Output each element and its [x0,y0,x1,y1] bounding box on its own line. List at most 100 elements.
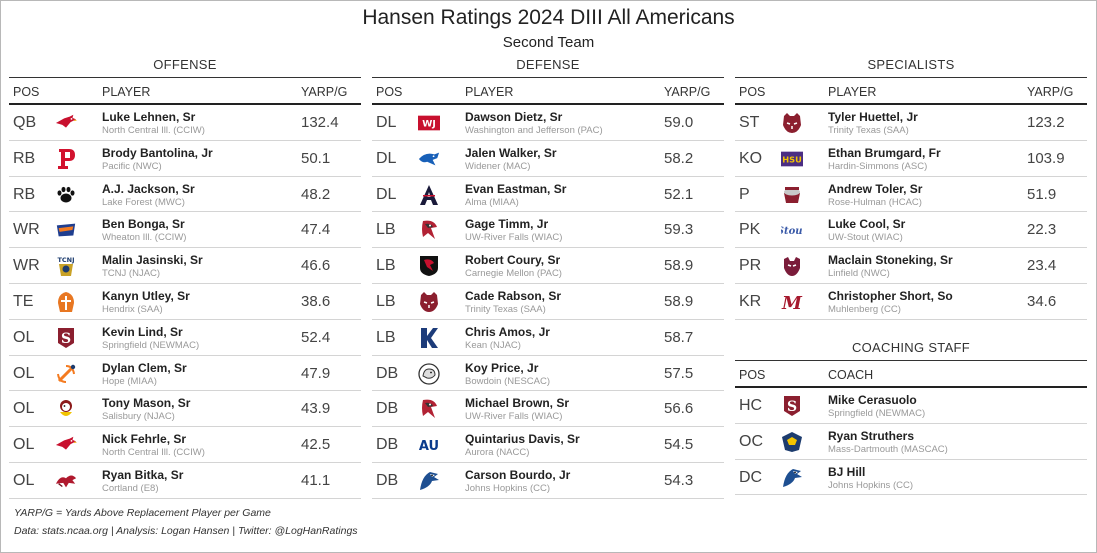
position-label: HC [739,397,763,414]
player-name: Ethan Brumgard, Fr [828,145,941,160]
player-name: Malin Jasinski, Sr [102,253,203,268]
blue-jay-icon [781,467,803,489]
yarp-value: 123.2 [1027,114,1065,131]
player-header: PLAYER [102,85,151,99]
position-label: DB [376,471,399,489]
yarp-value: 42.5 [301,436,331,454]
hsu-icon: HSU [781,148,803,170]
position-label: WR [13,257,40,275]
yarp-value: 52.4 [301,328,331,346]
player-name: Nick Fehrle, Sr [102,432,187,447]
yarp-header: YARP/G [1027,85,1074,99]
corsair-icon [781,431,803,453]
player-name: Quintarius Davis, Sr [465,432,580,447]
player-header: PLAYER [465,85,514,99]
coaching-section: COACHING STAFF POS COACH HC S Mike Cerasuo… [735,339,1087,496]
table-row: DB Michael Brown, Sr UW-River Falls (WIAC)… [372,391,724,428]
school-conference: Johns Hopkins (CC) [465,482,550,494]
blue-jay-icon [418,470,440,492]
specialists-title-rule [735,77,1087,78]
school-conference: Hendrix (SAA) [102,303,163,315]
alma-a-icon [418,184,440,206]
offense-rows: QB Luke Lehnen, Sr North Central Ill. (CCI… [9,105,361,499]
position-label: OL [13,364,35,382]
offense-header: POS PLAYER YARP/G [9,78,361,105]
specialists-rows: ST Tyler Huettel, Jr Trinity Texas (SAA) 12… [735,105,1087,320]
yarp-value: 23.4 [1027,257,1057,275]
school-conference: North Central Ill. (CCIW) [102,125,205,136]
svg-text:S: S [787,399,797,415]
yarp-value: 41.1 [301,471,331,489]
position-label: PR [739,257,762,275]
yarp-value: 58.9 [664,292,694,310]
position-label: KO [739,149,763,167]
table-row: QB Luke Lehnen, Sr North Central Ill. (CCI… [9,105,361,141]
player-name: Ryan Bitka, Sr [102,467,184,482]
school-conference: Salisbury (NJAC) [102,411,175,423]
wildcat-icon [781,255,803,277]
table-row: DB Carson Bourdo, Jr Johns Hopkins (CC) 54.… [372,463,724,499]
tcnj-lion-icon: TCNJ [55,255,77,277]
stout-script-icon: Stout [781,219,803,241]
yarp-value: 51.9 [1027,185,1057,203]
svg-text:WJ: WJ [422,119,436,130]
player-name: Evan Eastman, Sr [465,181,567,196]
offense-title: OFFENSE [153,57,217,72]
position-label: DL [376,149,397,167]
player-name: Tyler Huettel, Jr [828,110,918,124]
position-label: OC [739,432,763,450]
school-conference: Springfield (NEWMAC) [828,408,926,419]
school-conference: Springfield (NEWMAC) [102,339,200,351]
player-name: Koy Price, Jr [465,360,539,375]
yarp-value: 58.2 [664,149,694,167]
school-conference: Mass-Dartmouth (MASCAC) [828,443,948,455]
svg-text:Stout: Stout [781,226,803,237]
school-conference: Lake Forest (MWC) [102,196,185,208]
table-row: LB Chris Amos, Jr Kean (NJAC) 58.7 [372,320,724,356]
tiger-icon [781,112,803,134]
position-label: RB [13,149,36,167]
position-label: RB [13,185,36,203]
table-row: DB AU Quintarius Davis, Sr Aurora (NACC) 54.… [372,427,724,463]
position-label: LB [376,328,396,346]
table-row: LB Cade Rabson, Sr Trinity Texas (SAA) 58.9 [372,284,724,320]
school-conference: Hope (MIAA) [102,375,157,387]
position-label: OL [13,328,35,346]
player-name: Michael Brown, Sr [465,396,570,411]
player-name: Jalen Walker, Sr [465,145,557,160]
pride-icon [418,148,440,170]
defense-title: DEFENSE [516,57,580,72]
table-row: DC BJ Hill Johns Hopkins (CC) [735,460,1087,496]
cardinal-icon [55,434,77,456]
table-row: LB Robert Coury, Sr Carnegie Mellon (PAC) 5… [372,248,724,284]
position-label: OL [13,400,35,418]
yarp-value: 58.7 [664,328,694,346]
springfield-s-icon: S [55,327,77,349]
table-row: DL Jalen Walker, Sr Widener (MAC) 58.2 [372,141,724,177]
school-conference: Alma (MIAA) [465,196,519,208]
table-row: KO HSU Ethan Brumgard, Fr Hardin-Simmons (A… [735,141,1087,177]
table-row: HC S Mike Cerasuolo Springfield (NEWMAC) [735,388,1087,424]
school-conference: Wheaton Ill. (CCIW) [102,232,187,244]
table-row: DB Koy Price, Jr Bowdoin (NESCAC) 57.5 [372,356,724,392]
table-row: OC Ryan Struthers Mass-Dartmouth (MASCAC) [735,424,1087,460]
table-row: RB Brody Bantolina, Jr Pacific (NWC) 50.1 [9,141,361,177]
school-conference: UW-River Falls (WIAC) [465,411,563,423]
pos-header: POS [13,85,40,99]
player-name: Brody Bantolina, Jr [102,145,213,160]
polar-bear-icon [418,362,440,385]
credits: Data: stats.ncaa.org | Analysis: Logan H… [14,525,358,537]
pos-header: POS [739,368,766,382]
specialists-title: SPECIALISTS [867,57,955,72]
yarp-value: 50.1 [301,149,331,167]
position-label: WR [13,221,40,239]
school-conference: Hardin-Simmons (ASC) [828,160,928,172]
yarp-value: 52.1 [664,185,694,203]
yarp-header: YARP/G [301,85,348,99]
specialists-header: POS PLAYER YARP/G [735,78,1087,105]
coaching-title-rule [735,360,1087,361]
page-title: Hansen Ratings 2024 DIII All Americans [362,6,735,29]
player-name: Cade Rabson, Sr [465,288,562,303]
table-row: RB A.J. Jackson, Sr Lake Forest (MWC) 48.2 [9,177,361,213]
table-row: WR TCNJ Malin Jasinski, Sr TCNJ (NJAC) 46.6 [9,248,361,284]
